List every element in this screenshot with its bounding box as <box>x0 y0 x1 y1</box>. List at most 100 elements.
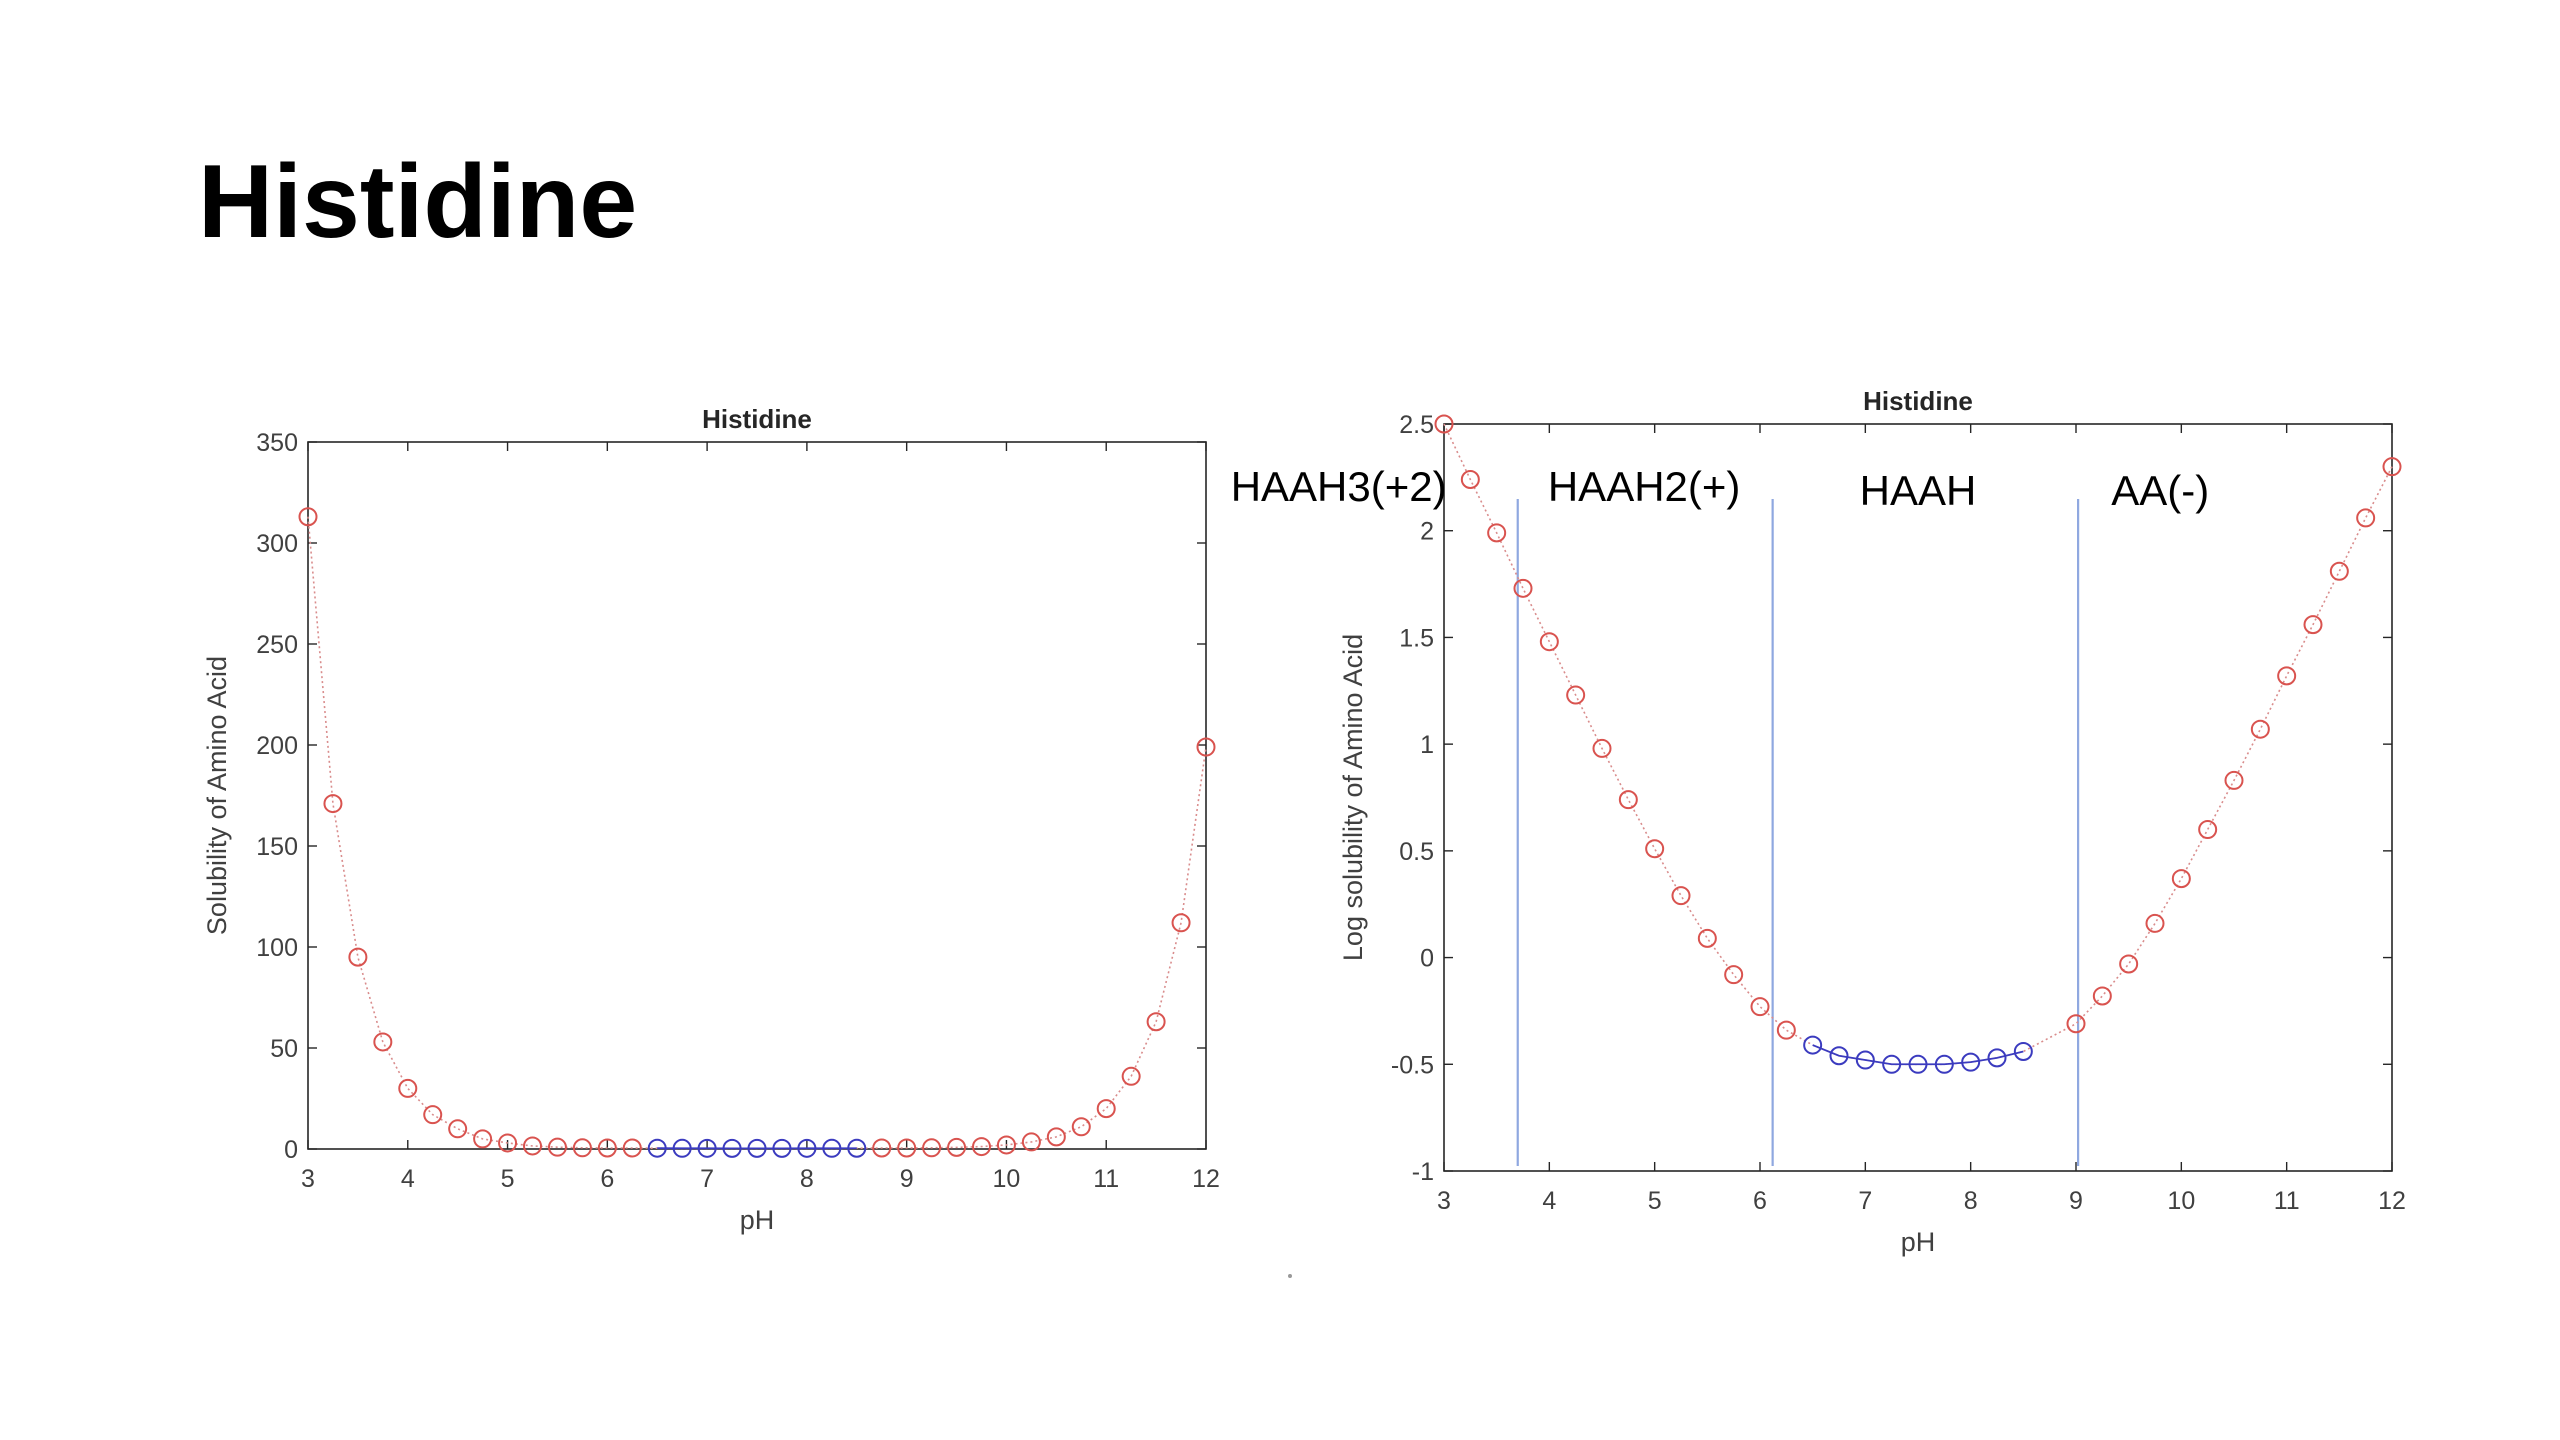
y-tick-label: 1.5 <box>1399 624 1434 652</box>
data-point <box>1882 1054 1902 1074</box>
data-point <box>1566 685 1586 705</box>
data-point <box>1487 523 1507 543</box>
y-tick-label: 150 <box>256 833 298 861</box>
x-axis-label: pH <box>740 1205 775 1235</box>
x-tick-label: 10 <box>993 1165 1021 1193</box>
data-point <box>1171 913 1191 933</box>
x-tick-label: 12 <box>1192 1165 1220 1193</box>
chart-title: Histidine <box>1863 386 1973 416</box>
data-point <box>473 1129 493 1149</box>
red-series <box>298 507 1216 1158</box>
region-label: HAAH2(+) <box>1548 463 1741 510</box>
x-tick-label: 9 <box>900 1165 914 1193</box>
x-tick-label: 4 <box>1542 1187 1556 1215</box>
data-point <box>1096 1099 1116 1119</box>
data-point <box>1146 1012 1166 1032</box>
data-point <box>622 1138 642 1158</box>
solubility-chart: Histidine 3 4 5 6 7 8 9 10 11 12 0 50 100 150 200 250 300… <box>202 404 1220 1235</box>
x-tick-label: 3 <box>301 1165 315 1193</box>
y-tick-label: 250 <box>256 631 298 659</box>
stray-dot <box>1288 1274 1292 1278</box>
y-tick-label: 200 <box>256 732 298 760</box>
data-point <box>2277 666 2297 686</box>
x-tick-label: 10 <box>2167 1187 2195 1215</box>
y-tick-label: 2 <box>1420 518 1434 546</box>
x-tick-label: 8 <box>1964 1187 1978 1215</box>
region-label: HAAH <box>1860 467 1977 514</box>
x-axis-label: pH <box>1901 1227 1936 1257</box>
data-point <box>1434 414 1454 434</box>
data-point <box>1071 1117 1091 1137</box>
data-point <box>1908 1054 1928 1074</box>
data-point <box>572 1138 592 1158</box>
y-tick-label: 0.5 <box>1399 838 1434 866</box>
data-point <box>647 1138 667 1158</box>
region-label: HAAH3(+2) <box>1231 463 1447 510</box>
chart-title: Histidine <box>702 404 812 434</box>
data-point <box>2119 954 2139 974</box>
data-point <box>323 794 343 814</box>
data-point <box>1987 1048 2007 1068</box>
data-point <box>2145 913 2165 933</box>
data-point <box>1046 1127 1066 1147</box>
y-tick-label: 2.5 <box>1399 411 1434 439</box>
data-point <box>597 1138 617 1158</box>
data-point <box>1934 1054 1954 1074</box>
y-axis-label: Solubility of Amino Acid <box>202 656 232 935</box>
data-point <box>1750 997 1770 1017</box>
y-tick-label: 0 <box>1420 945 1434 973</box>
data-point <box>423 1105 443 1125</box>
data-point <box>972 1137 991 1157</box>
data-point <box>2092 986 2112 1006</box>
data-point <box>2013 1041 2033 1061</box>
data-point <box>1829 1046 1849 1066</box>
data-point <box>2303 615 2323 635</box>
data-point <box>872 1138 892 1158</box>
data-point <box>1724 965 1744 985</box>
y-tick-label: -1 <box>1412 1158 1434 1186</box>
x-tick-label: 11 <box>2274 1187 2300 1215</box>
y-tick-label: -0.5 <box>1391 1051 1434 1079</box>
x-tick-label: 7 <box>1858 1187 1872 1215</box>
data-point <box>2382 457 2402 477</box>
data-point <box>2224 770 2244 790</box>
data-point <box>1121 1066 1141 1086</box>
y-tick-label: 300 <box>256 530 298 558</box>
data-point <box>373 1032 393 1052</box>
x-tick-label: 9 <box>2069 1187 2083 1215</box>
plot-area <box>1443 423 2393 1172</box>
blue-series <box>1803 1035 2033 1074</box>
data-point <box>1697 928 1717 948</box>
data-point <box>448 1119 468 1139</box>
x-tick-label: 4 <box>401 1165 415 1193</box>
data-point <box>672 1138 692 1158</box>
x-tick-label: 7 <box>700 1165 714 1193</box>
data-point <box>797 1138 817 1158</box>
x-tick-label: 8 <box>800 1165 814 1193</box>
data-point <box>2356 508 2376 528</box>
data-point <box>1196 737 1216 757</box>
data-point <box>1021 1132 1041 1152</box>
data-point <box>2250 719 2270 739</box>
data-point <box>996 1135 1016 1155</box>
data-point <box>1961 1052 1981 1072</box>
data-point <box>1776 1020 1796 1040</box>
x-tick-label: 5 <box>501 1165 515 1193</box>
data-point <box>1460 469 1480 489</box>
x-tick-label: 5 <box>1648 1187 1662 1215</box>
data-point <box>1539 632 1559 652</box>
data-point <box>547 1137 567 1157</box>
slide-title: Histidine <box>198 144 638 260</box>
data-point <box>1645 839 1665 859</box>
data-point <box>722 1138 742 1158</box>
data-point <box>2329 561 2349 581</box>
plot-area <box>307 441 1207 1150</box>
data-point <box>398 1078 418 1098</box>
data-point <box>498 1133 518 1153</box>
data-point <box>897 1138 917 1158</box>
x-tick-label: 6 <box>600 1165 614 1193</box>
data-point <box>1513 578 1533 598</box>
data-point <box>1855 1050 1875 1070</box>
y-tick-label: 50 <box>270 1035 298 1063</box>
y-tick-label: 0 <box>284 1136 298 1164</box>
